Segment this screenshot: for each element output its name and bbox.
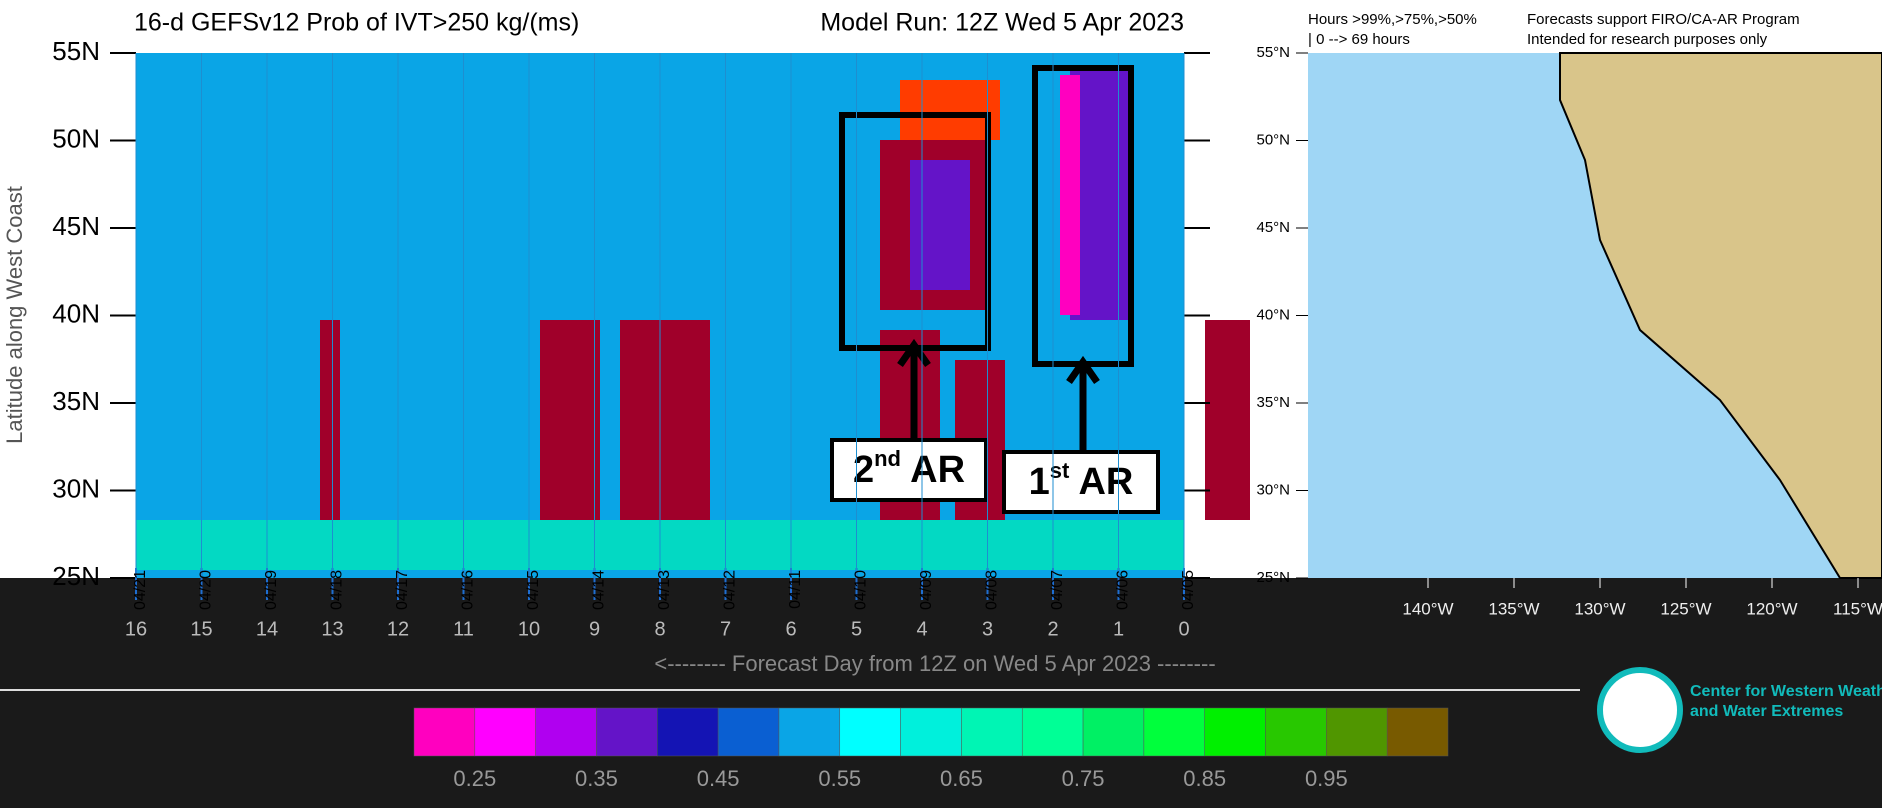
logo-icon [1600, 670, 1680, 750]
colorbar-swatch [840, 708, 901, 756]
x-day-label: 15 [190, 618, 212, 640]
x-day-label: 13 [321, 618, 343, 640]
map-note: Forecasts support FIRO/CA-AR Program [1527, 11, 1800, 28]
x-day-label: 4 [916, 618, 927, 640]
y-tick-label: 30N [52, 473, 100, 503]
colorbar-label: 0.85 [1183, 766, 1226, 791]
map-lon-label: 135°W [1488, 599, 1539, 618]
y-tick-label: 25N [52, 561, 100, 591]
map-lon-label: 120°W [1746, 599, 1797, 618]
x-tick-label: 04/08 [984, 570, 1001, 610]
x-day-label: 0 [1178, 618, 1189, 640]
x-day-label: 7 [720, 618, 731, 640]
map-lat-label: 40°N [1256, 306, 1290, 323]
map-lon-label: 125°W [1660, 599, 1711, 618]
chart: 2nd AR 1st AR 16-d GEFSv12 Prob of IVT>2… [0, 0, 1882, 808]
x-day-label: 8 [654, 618, 665, 640]
map-lat-label: 30°N [1256, 481, 1290, 498]
x-day-label: 6 [785, 618, 796, 640]
colorbar-swatch [961, 708, 1022, 756]
x-day-label: 5 [851, 618, 862, 640]
x-day-label: 9 [589, 618, 600, 640]
x-day-label: 10 [518, 618, 540, 640]
colorbar-label: 0.35 [575, 766, 618, 791]
colorbar-swatch [475, 708, 536, 756]
colorbar-swatch [536, 708, 597, 756]
x-tick-label: 04/09 [918, 570, 935, 610]
y-tick-label: 50N [52, 123, 100, 153]
colorbar-swatch [779, 708, 840, 756]
y-axis-label: Latitude along West Coast [2, 186, 27, 444]
map-lon-label: 140°W [1402, 599, 1453, 618]
x-tick-label: 04/17 [394, 570, 411, 610]
x-tick-label: 04/20 [198, 570, 215, 610]
map-lat-label: 45°N [1256, 219, 1290, 236]
x-day-label: 11 [453, 618, 474, 640]
x-tick-label: 04/05 [1180, 570, 1197, 610]
x-day-label: 1 [1113, 618, 1124, 640]
x-tick-label: 04/11 [787, 570, 804, 609]
colorbar-label: 0.75 [1062, 766, 1105, 791]
colorbar-swatch [1266, 708, 1327, 756]
colorbar-swatch [1144, 708, 1205, 756]
x-day-label: 3 [982, 618, 993, 640]
x-day-label: 14 [256, 618, 278, 640]
x-day-label: 12 [387, 618, 409, 640]
map-lat-label: 35°N [1256, 394, 1290, 411]
x-tick-label: 04/21 [132, 570, 149, 610]
colorbar-swatch [596, 708, 657, 756]
x-tick-label: 04/06 [1115, 570, 1132, 610]
y-tick-label: 45N [52, 211, 100, 241]
x-axis-label: <-------- Forecast Day from 12Z on Wed 5… [654, 651, 1215, 676]
map-lat-label: 25°N [1256, 569, 1290, 586]
colorbar-swatch [414, 708, 475, 756]
map-lon-label: 115°W [1833, 599, 1882, 618]
x-tick-label: 04/16 [460, 570, 477, 610]
x-tick-label: 04/14 [591, 570, 608, 610]
x-tick-label: 04/12 [722, 570, 739, 610]
colorbar-swatch [1022, 708, 1083, 756]
x-tick-label: 04/15 [525, 570, 542, 610]
map-header: Hours >99%,>75%,>50% [1308, 11, 1477, 28]
colorbar-swatch [1326, 708, 1387, 756]
y-tick-label: 40N [52, 298, 100, 328]
colorbar-swatch [657, 708, 718, 756]
colorbar-label: 0.25 [453, 766, 496, 791]
page: {"chart_data": { "type": "hovmoller", "t… [0, 0, 1882, 808]
x-tick-label: 04/19 [263, 570, 280, 610]
annotation: 1st AR [1029, 458, 1134, 503]
x-tick-label: 04/13 [656, 570, 673, 610]
colorbar-swatch [1387, 708, 1448, 756]
colorbar-label: 0.45 [697, 766, 740, 791]
colorbar-swatch [901, 708, 962, 756]
map-lat-label: 50°N [1256, 131, 1290, 148]
x-tick-label: 04/10 [853, 570, 870, 610]
colorbar-label: 0.55 [818, 766, 861, 791]
map-lon-label: 130°W [1574, 599, 1625, 618]
x-tick-label: 04/07 [1049, 570, 1066, 610]
annotation: 2nd AR [853, 446, 965, 491]
logo-text: and Water Extremes [1690, 703, 1843, 720]
x-day-label: 2 [1047, 618, 1058, 640]
colorbar-swatch [1205, 708, 1266, 756]
map-lat-label: 55°N [1256, 44, 1290, 61]
colorbar-label: 0.95 [1305, 766, 1348, 791]
colorbar-swatch [718, 708, 779, 756]
colorbar-label: 0.65 [940, 766, 983, 791]
map-header: | 0 --> 69 hours [1308, 31, 1410, 48]
y-tick-label: 55N [52, 36, 100, 66]
colorbar-swatch [1083, 708, 1144, 756]
y-tick-label: 35N [52, 386, 100, 416]
chart-title: 16-d GEFSv12 Prob of IVT>250 kg/(ms) [134, 9, 579, 37]
logo-text: Center for Western Weather [1690, 683, 1882, 700]
x-tick-label: 04/18 [329, 570, 346, 610]
x-day-label: 16 [125, 618, 147, 640]
map-note: Intended for research purposes only [1527, 31, 1768, 48]
chart-subtitle: Model Run: 12Z Wed 5 Apr 2023 [820, 9, 1184, 37]
